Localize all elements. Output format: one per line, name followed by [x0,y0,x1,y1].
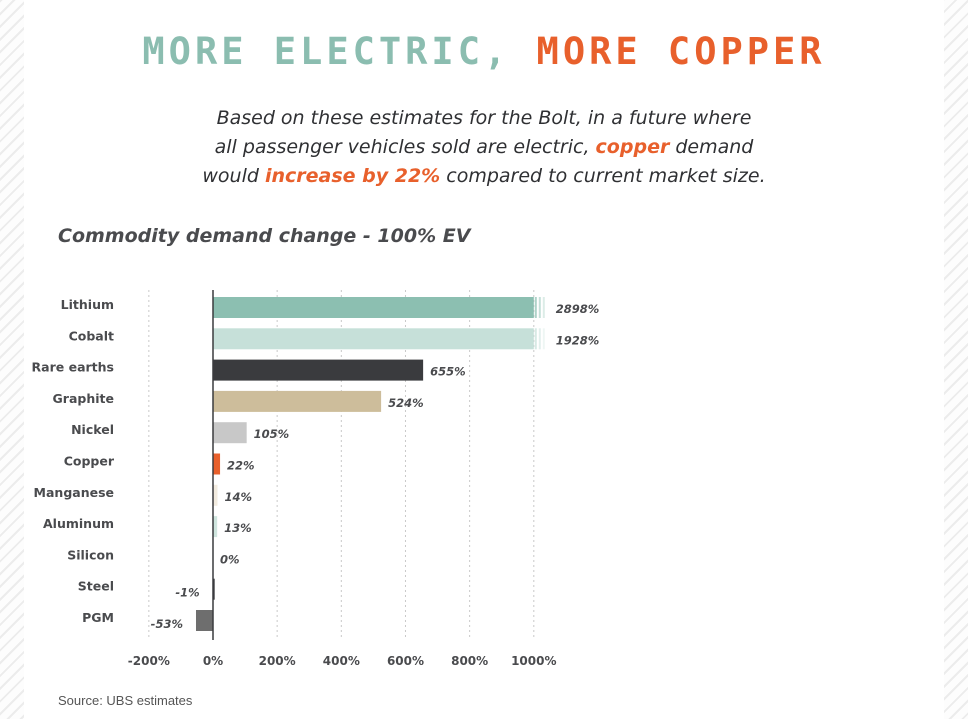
category-label: Nickel [71,422,114,437]
bar-break-stripe [542,297,545,318]
source-note: Source: UBS estimates [58,693,193,708]
bar-break-stripe [538,328,541,350]
subtitle-highlight-copper: copper [595,136,670,158]
value-label: 1928% [556,333,600,347]
bar-break-stripe [534,297,537,318]
bar [213,328,534,350]
category-label: Steel [78,579,114,594]
page-title: MORE ELECTRIC, MORE COPPER [0,30,968,73]
subtitle-line-2a: all passenger vehicles sold are electric… [214,136,596,158]
category-label: Aluminum [43,516,114,531]
subtitle-highlight-increase: increase by 22% [264,165,441,187]
value-label: 105% [254,427,290,441]
x-tick-label: 1000% [511,654,556,668]
subtitle-line-3a: would [202,165,265,187]
bar [213,422,247,444]
value-label: 2898% [556,302,600,316]
x-tick-label: 800% [451,654,488,668]
subtitle-line-3c: compared to current market size. [440,165,766,187]
category-label: Copper [64,454,115,469]
x-tick-label: 0% [203,654,223,668]
value-label: -1% [175,586,199,600]
bar-break-stripe [534,328,537,350]
value-label: 14% [224,490,252,504]
bar [195,610,213,631]
category-label: Lithium [61,297,114,312]
category-label: Graphite [53,391,114,406]
subtitle-line-2c: demand [669,136,754,158]
value-label: 13% [224,521,252,535]
title-part-copper: MORE COPPER [536,30,826,73]
value-label: 655% [430,365,466,379]
bar-break-stripe [542,328,545,350]
value-label: -53% [151,617,183,631]
bar [213,453,221,475]
subtitle: Based on these estimates for the Bolt, i… [0,104,968,191]
value-label: 0% [220,552,240,566]
category-label: Silicon [67,547,114,562]
bar [213,297,534,318]
value-label: 524% [388,396,424,410]
bar [213,390,382,412]
title-part-electric: MORE ELECTRIC, [142,30,511,73]
category-label: Rare earths [32,360,114,375]
value-label: 22% [227,459,255,473]
bar-break-stripe [538,297,541,318]
category-label: PGM [82,610,114,625]
chart-heading: Commodity demand change - 100% EV [58,225,471,247]
category-label: Cobalt [69,328,114,343]
x-tick-label: -200% [128,654,170,668]
bar [213,359,424,381]
x-tick-label: 600% [387,654,424,668]
x-tick-label: 400% [323,654,360,668]
category-label: Manganese [34,485,114,500]
subtitle-line-1: Based on these estimates for the Bolt, i… [216,107,752,129]
chart-panel [24,0,944,719]
bar [213,516,218,538]
bar [213,484,218,506]
x-tick-label: 200% [259,654,296,668]
